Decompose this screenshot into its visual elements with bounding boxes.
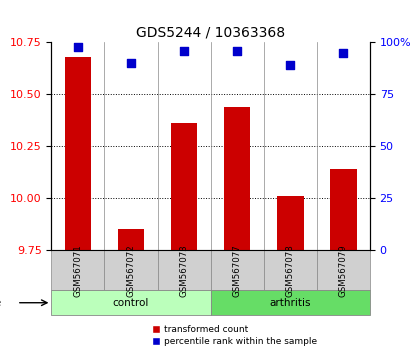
Bar [277,196,304,250]
Bar [210,290,370,315]
Bar [171,124,197,250]
Bar [330,169,357,250]
Bar [65,57,91,250]
Text: control: control [113,298,149,308]
Bar [104,250,157,290]
Text: arthritis: arthritis [270,298,311,308]
Text: GSM567078: GSM567078 [286,244,295,297]
Title: GDS5244 / 10363368: GDS5244 / 10363368 [136,26,285,40]
Point [234,48,240,53]
Point [340,50,346,56]
Text: disease state: disease state [0,298,1,308]
Text: GSM567071: GSM567071 [74,244,83,297]
Bar [118,229,144,250]
Text: GSM567072: GSM567072 [127,244,136,297]
Bar [157,250,210,290]
Text: GSM567079: GSM567079 [339,244,348,297]
Bar [210,250,264,290]
Point [128,61,134,66]
Text: GSM567073: GSM567073 [180,244,189,297]
Point [181,48,187,53]
Point [287,63,293,68]
Legend: transformed count, percentile rank within the sample: transformed count, percentile rank withi… [148,321,321,349]
Bar [264,250,317,290]
Point [75,44,81,50]
Bar [51,250,104,290]
Bar [317,250,370,290]
Bar [51,290,211,315]
Bar [224,107,250,250]
Text: GSM567077: GSM567077 [233,244,242,297]
